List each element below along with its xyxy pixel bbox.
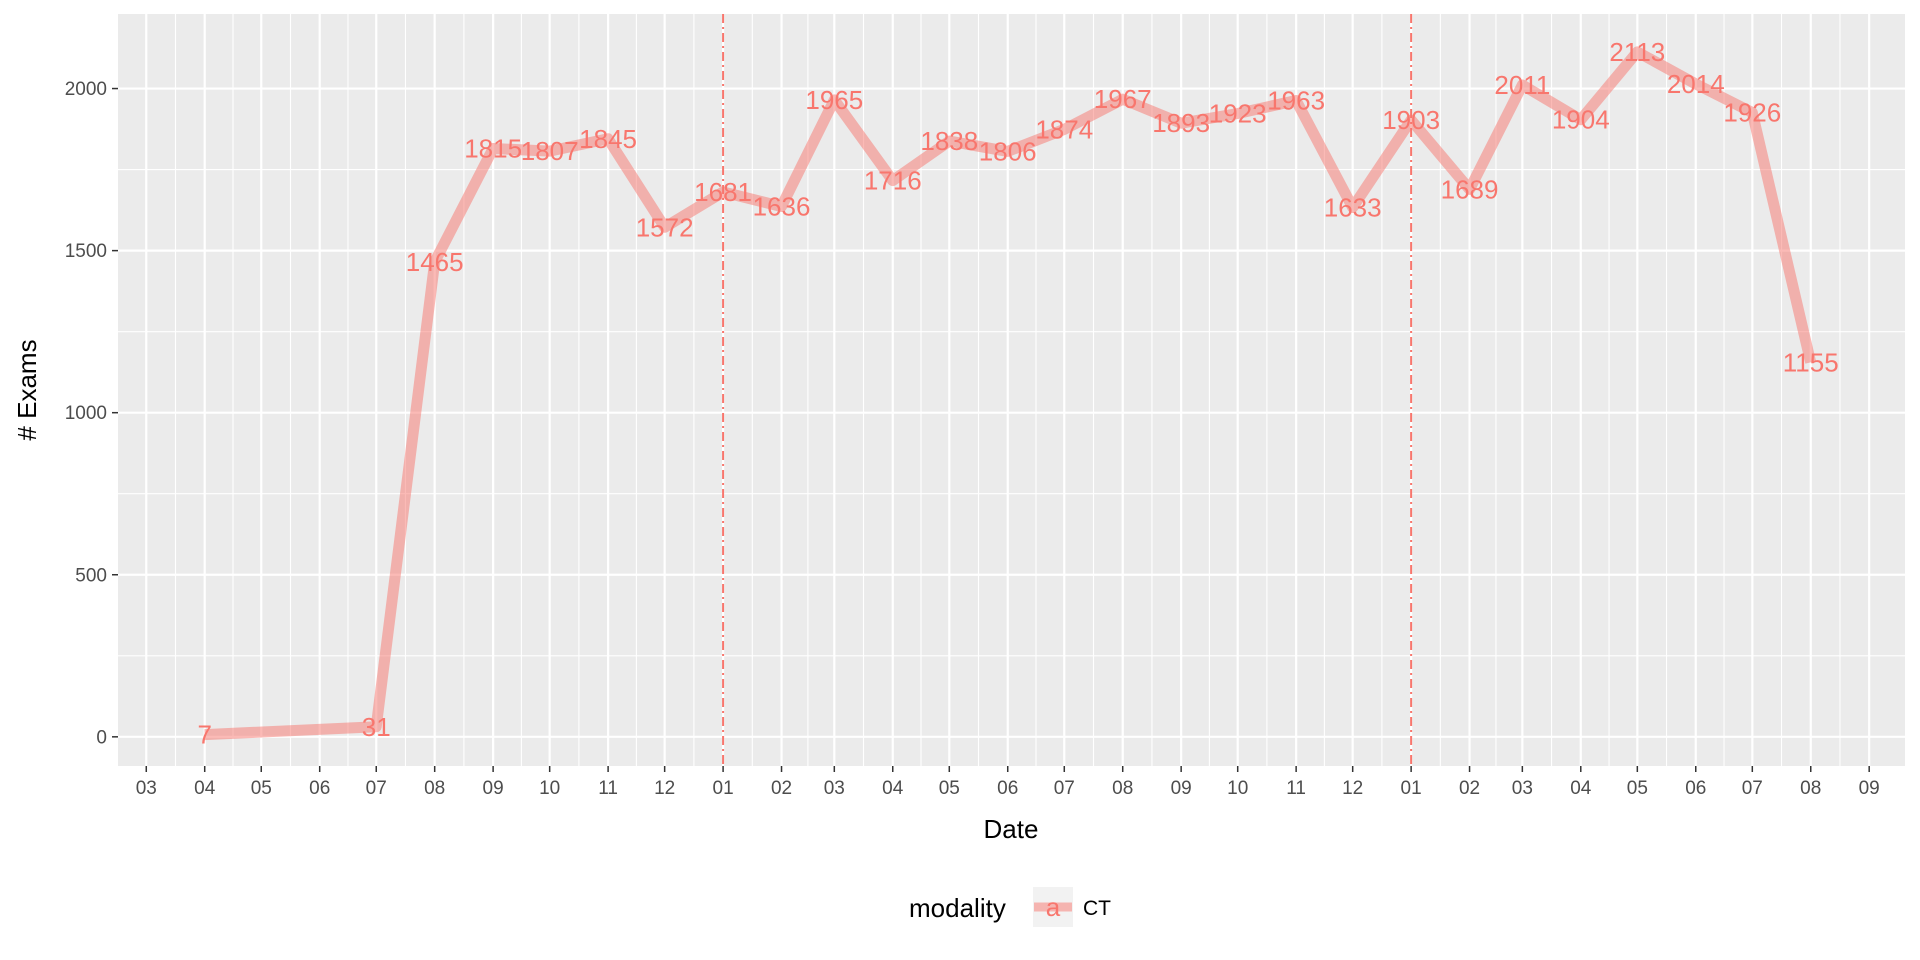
data-label: 2014 [1667, 69, 1725, 99]
x-tick-label: 06 [309, 778, 330, 799]
data-label: 1923 [1209, 99, 1267, 129]
x-tick-label: 08 [424, 778, 445, 799]
data-label: 1893 [1152, 108, 1210, 138]
x-tick-label: 08 [1112, 778, 1133, 799]
y-tick-label: 500 [75, 565, 107, 586]
data-label: 1716 [864, 166, 922, 196]
data-label: 1689 [1441, 174, 1499, 204]
x-tick-label: 03 [1512, 778, 1533, 799]
x-tick-label: 11 [598, 778, 618, 799]
x-tick-label: 05 [939, 778, 960, 799]
data-label: 1845 [579, 124, 637, 154]
x-axis-title: Date [984, 814, 1039, 844]
x-tick-label: 05 [1627, 778, 1648, 799]
data-label: 1967 [1094, 84, 1152, 114]
x-tick-label: 12 [1342, 778, 1363, 799]
x-tick-label: 07 [1054, 778, 1075, 799]
data-label: 1903 [1382, 105, 1440, 135]
y-axis-title: # Exams [12, 339, 42, 440]
data-label: 1465 [406, 247, 464, 277]
data-label: 1155 [1783, 347, 1839, 377]
data-label: 1633 [1324, 193, 1382, 223]
minor-gridlines [118, 14, 1905, 766]
x-tick-label: 12 [654, 778, 675, 799]
y-tick-label: 1500 [65, 241, 107, 262]
x-tick-label: 02 [1459, 778, 1480, 799]
data-label: 1963 [1267, 86, 1325, 116]
x-tick-label: 06 [997, 778, 1018, 799]
x-tick-label: 09 [1171, 778, 1192, 799]
legend-label-ct: CT [1083, 897, 1111, 920]
data-label: 1815 [464, 134, 522, 164]
x-tick-label: 07 [366, 778, 387, 799]
x-tick-label: 01 [713, 778, 734, 799]
x-tick-label: 10 [539, 778, 560, 799]
x-tick-label: 03 [136, 778, 157, 799]
x-tick-label: 03 [824, 778, 845, 799]
x-tick-label: 06 [1685, 778, 1706, 799]
major-gridlines [118, 14, 1905, 766]
x-tick-label: 04 [882, 778, 904, 799]
x-tick-label: 09 [483, 778, 504, 799]
x-tick-label: 07 [1742, 778, 1763, 799]
data-label: 7 [197, 720, 211, 750]
data-label: 1681 [694, 177, 752, 207]
series-lines [204, 46, 1817, 741]
data-label: 1926 [1723, 98, 1781, 128]
x-tick-label: 01 [1401, 778, 1422, 799]
x-tick-label: 05 [251, 778, 272, 799]
y-axis: 0 500 1000 1500 2000 [65, 79, 118, 748]
data-label: 1874 [1035, 114, 1093, 144]
data-label: 1904 [1552, 105, 1610, 135]
data-label: 1806 [979, 136, 1037, 166]
data-label: 1636 [753, 192, 811, 222]
x-tick-label: 11 [1286, 778, 1306, 799]
data-label: 1572 [636, 212, 694, 242]
x-axis: 03 04 05 06 07 08 09 10 11 12 01 02 03 04 05 06 07 08 09 10… [136, 766, 1880, 799]
legend: modality a CT [909, 887, 1111, 927]
data-label: 1965 [805, 85, 863, 115]
y-tick-label: 1000 [65, 403, 107, 424]
x-tick-label: 02 [771, 778, 792, 799]
x-tick-label: 10 [1227, 778, 1248, 799]
data-label: 31 [362, 712, 391, 742]
data-label: 2113 [1609, 37, 1665, 67]
x-tick-label: 04 [1570, 778, 1592, 799]
x-tick-label: 08 [1800, 778, 1821, 799]
y-tick-label: 2000 [65, 79, 107, 100]
series-line-ct [204, 46, 1817, 741]
y-tick-label: 0 [96, 727, 107, 748]
data-label: 1838 [920, 126, 978, 156]
legend-key-glyph: a [1046, 892, 1061, 922]
x-tick-label: 09 [1859, 778, 1880, 799]
legend-title: modality [909, 893, 1006, 923]
data-label: 2011 [1494, 70, 1550, 100]
data-label: 1807 [521, 136, 579, 166]
x-tick-label: 04 [194, 778, 216, 799]
